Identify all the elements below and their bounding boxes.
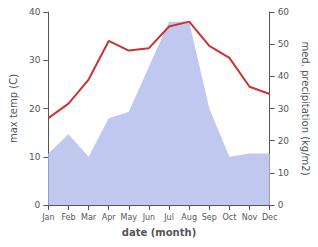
svg-text:40: 40 [29,7,41,17]
svg-text:0: 0 [35,200,41,210]
svg-text:20: 20 [278,136,290,146]
svg-text:Aug: Aug [181,213,197,222]
svg-text:Feb: Feb [61,213,75,222]
svg-text:med. precipitation (kg/m2): med. precipitation (kg/m2) [300,41,311,175]
svg-text:Nov: Nov [242,213,258,222]
svg-text:Oct: Oct [222,213,236,222]
svg-text:20: 20 [29,104,41,114]
svg-text:Apr: Apr [102,213,117,222]
svg-text:Dec: Dec [262,213,277,222]
svg-text:Sep: Sep [202,213,217,222]
svg-text:50: 50 [278,39,290,49]
svg-text:10: 10 [278,168,290,178]
svg-text:0: 0 [278,200,284,210]
svg-text:May: May [121,213,138,222]
svg-text:10: 10 [29,152,41,162]
svg-text:Jul: Jul [163,213,174,222]
svg-text:30: 30 [278,104,290,114]
svg-text:Jan: Jan [41,213,54,222]
svg-text:60: 60 [278,7,290,17]
svg-text:max temp (C): max temp (C) [8,74,19,143]
svg-text:Mar: Mar [81,213,97,222]
svg-text:30: 30 [29,55,41,65]
svg-text:40: 40 [278,71,290,81]
svg-text:Jun: Jun [142,213,156,222]
svg-text:date (month): date (month) [122,227,196,238]
